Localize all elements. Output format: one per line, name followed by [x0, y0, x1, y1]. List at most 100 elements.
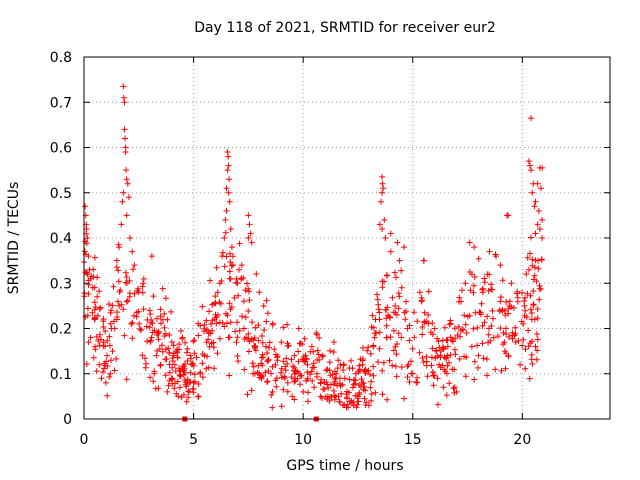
- data-point: [171, 385, 178, 392]
- data-point: [231, 294, 238, 301]
- data-point: [382, 306, 389, 313]
- data-point: [187, 378, 194, 385]
- data-point: [177, 373, 184, 380]
- data-point: [122, 269, 129, 276]
- data-point: [96, 331, 103, 338]
- data-point: [91, 254, 98, 261]
- data-point: [174, 349, 181, 356]
- data-point: [337, 375, 343, 382]
- data-point: [451, 346, 458, 353]
- data-point: [161, 324, 168, 331]
- data-point: [374, 296, 381, 303]
- data-point: [502, 365, 509, 372]
- data-point: [324, 393, 331, 400]
- data-point: [257, 372, 264, 378]
- data-point: [104, 337, 111, 344]
- data-point: [100, 324, 107, 330]
- data-point: [398, 284, 405, 291]
- data-point: [304, 398, 311, 405]
- data-point: [155, 385, 162, 392]
- data-point: [463, 354, 470, 361]
- data-point: [90, 273, 97, 280]
- data-point: [521, 298, 528, 304]
- data-point: [90, 354, 97, 361]
- data-point: [179, 335, 186, 342]
- data-point: [522, 307, 529, 314]
- data-point: [280, 358, 287, 365]
- chart-title: Day 118 of 2021, SRMTID for receiver eur…: [194, 20, 496, 36]
- data-point: [398, 334, 405, 341]
- data-point: [262, 343, 269, 350]
- data-point: [235, 358, 242, 365]
- data-point: [528, 356, 535, 363]
- data-point: [375, 359, 382, 365]
- data-point: [226, 176, 233, 183]
- data-point: [128, 320, 135, 327]
- data-point: [195, 393, 202, 400]
- data-point: [236, 240, 243, 247]
- data-point: [129, 335, 136, 342]
- data-point: [130, 312, 137, 319]
- data-point: [123, 376, 130, 383]
- data-point: [379, 173, 386, 180]
- data-point: [89, 309, 96, 316]
- data-point: [376, 316, 383, 323]
- data-point: [151, 370, 158, 377]
- data-point: [525, 158, 532, 165]
- data-point: [93, 333, 100, 340]
- data-point: [154, 347, 161, 354]
- data-point: [416, 349, 423, 356]
- data-point: [355, 369, 362, 375]
- data-point: [135, 308, 142, 315]
- data-point: [475, 352, 482, 359]
- data-point: [96, 361, 103, 368]
- data-point: [460, 326, 466, 333]
- data-point: [269, 388, 276, 395]
- data-point: [447, 320, 454, 327]
- data-point: [451, 389, 458, 396]
- data-point: [103, 358, 110, 365]
- data-point: [379, 189, 386, 196]
- data-point: [522, 346, 529, 353]
- data-point: [406, 337, 413, 344]
- data-point: [120, 306, 127, 313]
- data-point: [435, 338, 442, 345]
- data-point: [444, 343, 451, 350]
- data-point: [355, 398, 362, 405]
- data-point: [139, 289, 146, 296]
- data-point: [203, 339, 210, 346]
- data-point: [386, 357, 393, 364]
- data-point: [517, 361, 524, 368]
- data-point: [227, 250, 233, 257]
- data-point: [226, 198, 233, 205]
- data-point: [142, 355, 148, 362]
- data-point: [91, 284, 98, 291]
- data-point: [451, 366, 458, 373]
- data-point: [459, 287, 465, 294]
- data-point: [367, 350, 374, 357]
- data-point: [134, 287, 141, 294]
- data-point: [140, 306, 147, 313]
- data-point: [446, 359, 452, 366]
- data-point: [531, 272, 538, 279]
- data-point: [435, 401, 441, 408]
- data-point: [244, 391, 251, 398]
- data-point: [423, 318, 430, 325]
- data-point: [106, 333, 113, 340]
- data-point: [159, 285, 166, 292]
- data-point: [183, 398, 190, 405]
- data-point: [359, 357, 366, 364]
- data-point: [418, 294, 425, 301]
- data-point: [168, 339, 175, 345]
- data-point: [398, 267, 405, 274]
- data-point: [530, 301, 537, 308]
- data-point: [404, 363, 411, 370]
- data-point: [356, 366, 363, 373]
- data-point: [187, 369, 194, 376]
- data-point: [269, 363, 276, 370]
- data-point: [451, 384, 458, 391]
- data-point: [234, 334, 241, 341]
- data-point: [185, 394, 192, 401]
- x-tick-label: 5: [189, 432, 198, 448]
- x-tick-label: 20: [513, 432, 531, 448]
